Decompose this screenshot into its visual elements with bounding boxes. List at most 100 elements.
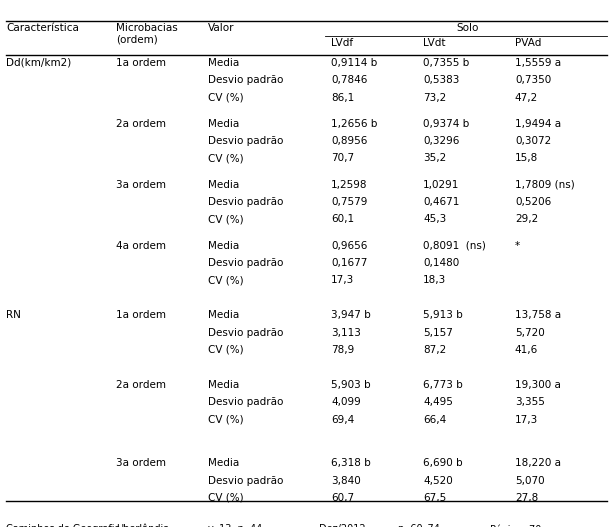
Text: 0,1480: 0,1480 [423, 258, 459, 268]
Text: 69,4: 69,4 [331, 415, 354, 425]
Text: 17,3: 17,3 [515, 415, 538, 425]
Text: Media: Media [208, 380, 240, 390]
Text: CV (%): CV (%) [208, 93, 244, 103]
Text: 0,1677: 0,1677 [331, 258, 367, 268]
Text: 27,8: 27,8 [515, 493, 538, 503]
Text: 41,6: 41,6 [515, 345, 538, 355]
Text: LVdf: LVdf [331, 38, 353, 48]
Text: 0,5206: 0,5206 [515, 197, 551, 207]
Text: 4,520: 4,520 [423, 475, 453, 485]
Text: Media: Media [208, 119, 240, 129]
Text: 0,7846: 0,7846 [331, 75, 367, 85]
Text: 1,9494 a: 1,9494 a [515, 119, 561, 129]
Text: 1,5559 a: 1,5559 a [515, 58, 561, 68]
Text: 5,720: 5,720 [515, 328, 545, 338]
Text: Dez/2012: Dez/2012 [319, 524, 365, 527]
Text: CV (%): CV (%) [208, 214, 244, 225]
Text: Media: Media [208, 458, 240, 468]
Text: Desvio padrão: Desvio padrão [208, 328, 284, 338]
Text: Desvio padrão: Desvio padrão [208, 397, 284, 407]
Text: CV (%): CV (%) [208, 153, 244, 163]
Text: Media: Media [208, 310, 240, 320]
Text: 6,690 b: 6,690 b [423, 458, 463, 468]
Text: Desvio padrão: Desvio padrão [208, 258, 284, 268]
Text: 6,318 b: 6,318 b [331, 458, 371, 468]
Text: 18,220 a: 18,220 a [515, 458, 561, 468]
Text: Microbacias
(ordem): Microbacias (ordem) [116, 23, 178, 45]
Text: Desvio padrão: Desvio padrão [208, 197, 284, 207]
Text: 1,2656 b: 1,2656 b [331, 119, 378, 129]
Text: Desvio padrão: Desvio padrão [208, 136, 284, 146]
Text: 2a ordem: 2a ordem [116, 380, 167, 390]
Text: Solo: Solo [456, 23, 479, 33]
Text: RN: RN [6, 310, 21, 320]
Text: 5,913 b: 5,913 b [423, 310, 463, 320]
Text: 0,4671: 0,4671 [423, 197, 459, 207]
Text: 1,0291: 1,0291 [423, 180, 459, 190]
Text: 5,070: 5,070 [515, 475, 544, 485]
Text: 1a ordem: 1a ordem [116, 310, 167, 320]
Text: 0,5383: 0,5383 [423, 75, 459, 85]
Text: 3a ordem: 3a ordem [116, 180, 167, 190]
Text: 0,8091  (ns): 0,8091 (ns) [423, 240, 486, 250]
Text: 60,1: 60,1 [331, 214, 354, 225]
Text: 15,8: 15,8 [515, 153, 538, 163]
Text: 0,3296: 0,3296 [423, 136, 459, 146]
Text: CV (%): CV (%) [208, 415, 244, 425]
Text: 86,1: 86,1 [331, 93, 354, 103]
Text: 66,4: 66,4 [423, 415, 446, 425]
Text: 1a ordem: 1a ordem [116, 58, 167, 68]
Text: 0,9114 b: 0,9114 b [331, 58, 377, 68]
Text: 0,9374 b: 0,9374 b [423, 119, 469, 129]
Text: 18,3: 18,3 [423, 275, 446, 285]
Text: 5,157: 5,157 [423, 328, 453, 338]
Text: 5,903 b: 5,903 b [331, 380, 371, 390]
Text: Desvio padrão: Desvio padrão [208, 475, 284, 485]
Text: 73,2: 73,2 [423, 93, 446, 103]
Text: 1,2598: 1,2598 [331, 180, 368, 190]
Text: 3,947 b: 3,947 b [331, 310, 371, 320]
Text: 0,8956: 0,8956 [331, 136, 367, 146]
Text: 0,3072: 0,3072 [515, 136, 551, 146]
Text: 17,3: 17,3 [331, 275, 354, 285]
Text: 70,7: 70,7 [331, 153, 354, 163]
Text: 67,5: 67,5 [423, 493, 446, 503]
Text: Media: Media [208, 180, 240, 190]
Text: 4,495: 4,495 [423, 397, 453, 407]
Text: 3a ordem: 3a ordem [116, 458, 167, 468]
Text: 13,758 a: 13,758 a [515, 310, 561, 320]
Text: p. 60–74: p. 60–74 [398, 524, 440, 527]
Text: 47,2: 47,2 [515, 93, 538, 103]
Text: CV (%): CV (%) [208, 275, 244, 285]
Text: 4,099: 4,099 [331, 397, 361, 407]
Text: 0,9656: 0,9656 [331, 240, 367, 250]
Text: Media: Media [208, 240, 240, 250]
Text: 3,840: 3,840 [331, 475, 361, 485]
Text: 0,7579: 0,7579 [331, 197, 367, 207]
Text: Uberlândia: Uberlândia [116, 524, 170, 527]
Text: CV (%): CV (%) [208, 493, 244, 503]
Text: 3,113: 3,113 [331, 328, 361, 338]
Text: v. 13, n. 44: v. 13, n. 44 [208, 524, 262, 527]
Text: 6,773 b: 6,773 b [423, 380, 463, 390]
Text: Característica: Característica [6, 23, 79, 33]
Text: Página  70: Página 70 [490, 524, 542, 527]
Text: CV (%): CV (%) [208, 345, 244, 355]
Text: 87,2: 87,2 [423, 345, 446, 355]
Text: Media: Media [208, 58, 240, 68]
Text: 1,7809 (ns): 1,7809 (ns) [515, 180, 574, 190]
Text: 2a ordem: 2a ordem [116, 119, 167, 129]
Text: 4a ordem: 4a ordem [116, 240, 167, 250]
Text: 60,7: 60,7 [331, 493, 354, 503]
Text: 45,3: 45,3 [423, 214, 446, 225]
Text: 0,7350: 0,7350 [515, 75, 551, 85]
Text: Dd(km/km2): Dd(km/km2) [6, 58, 71, 68]
Text: Desvio padrão: Desvio padrão [208, 75, 284, 85]
Text: 0,7355 b: 0,7355 b [423, 58, 469, 68]
Text: LVdt: LVdt [423, 38, 446, 48]
Text: 3,355: 3,355 [515, 397, 545, 407]
Text: Valor: Valor [208, 23, 235, 33]
Text: 78,9: 78,9 [331, 345, 354, 355]
Text: 29,2: 29,2 [515, 214, 538, 225]
Text: Caminhos de Geografia: Caminhos de Geografia [6, 524, 121, 527]
